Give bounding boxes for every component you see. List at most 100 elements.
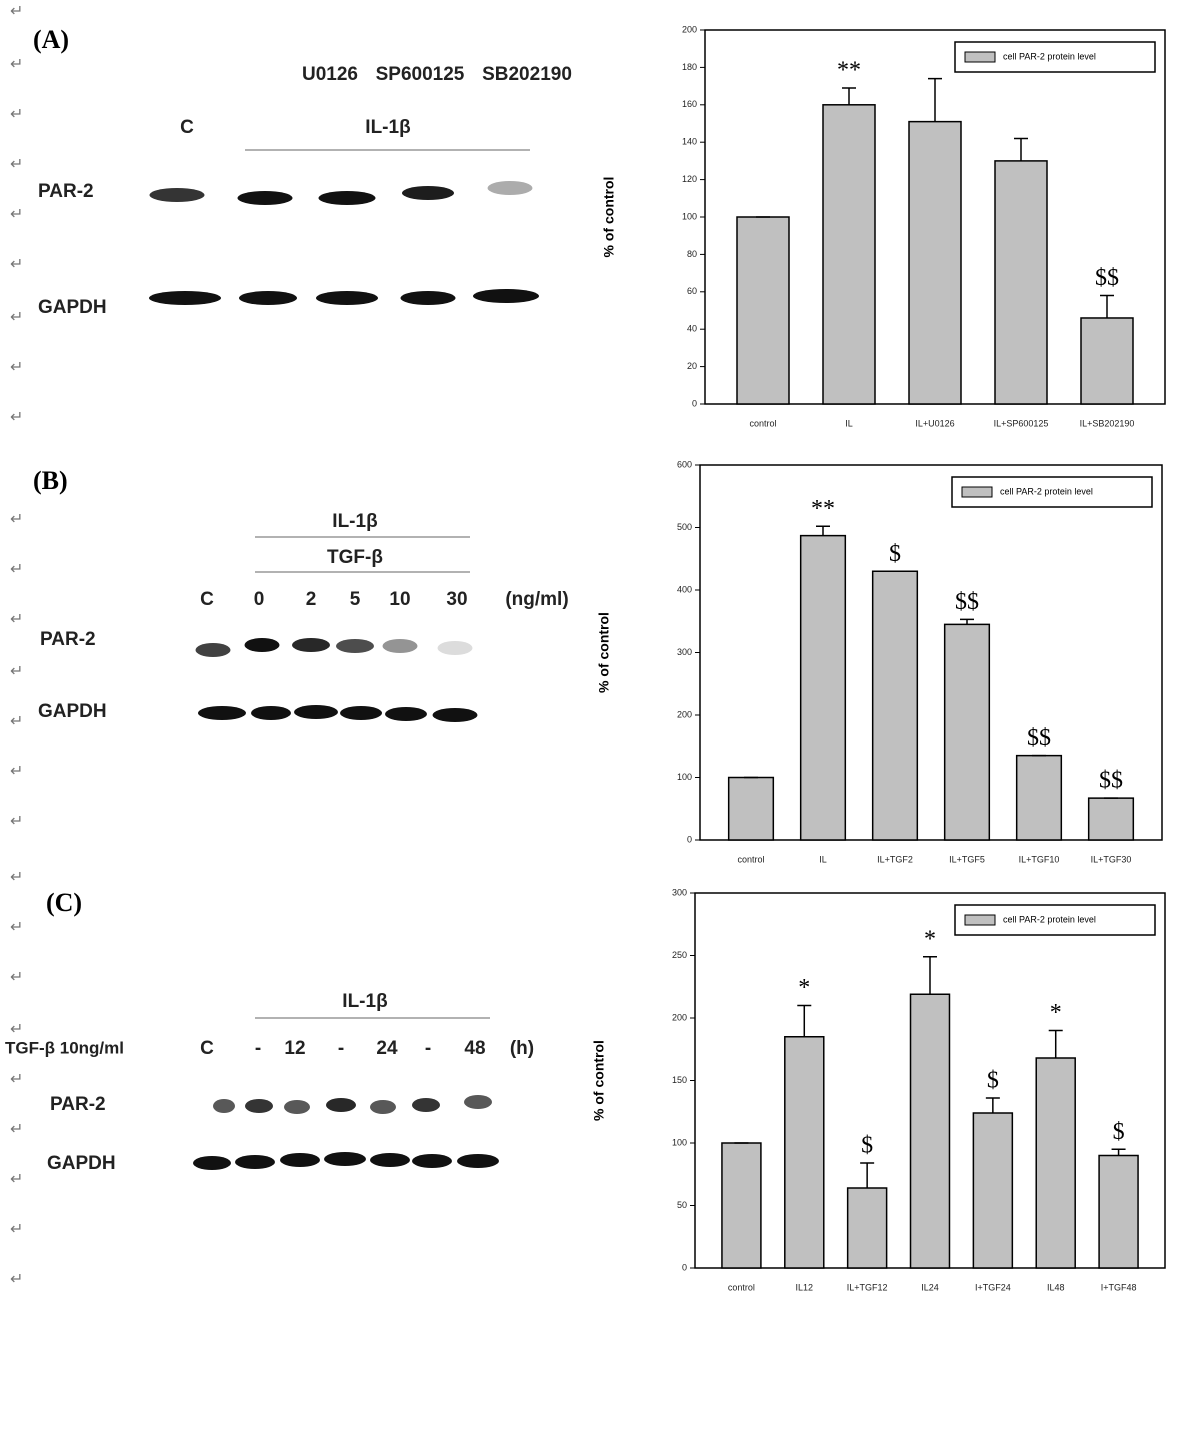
blot-band xyxy=(244,638,280,652)
blot-band xyxy=(382,639,418,653)
row-label: PAR-2 xyxy=(40,629,96,650)
blot-band xyxy=(402,186,454,200)
lane-label: - xyxy=(255,1038,261,1059)
paragraph-mark: ↵ xyxy=(10,611,23,628)
blot-band xyxy=(280,1153,320,1167)
blot-band xyxy=(324,1152,366,1166)
bar xyxy=(1087,797,1135,841)
unit-label: (ng/ml) xyxy=(505,589,568,610)
lane-label: C xyxy=(200,589,214,610)
paragraph-mark: ↵ xyxy=(10,1171,23,1188)
row-label: TGF-β 10ng/ml xyxy=(5,1038,124,1057)
blot-band xyxy=(400,291,456,305)
blot-band xyxy=(245,1099,273,1113)
error-bar xyxy=(1048,1029,1063,1058)
paragraph-mark: ↵ xyxy=(10,1071,23,1088)
bar xyxy=(822,104,876,405)
y-tick-label: 0 xyxy=(682,1262,687,1272)
blot-band xyxy=(198,706,246,720)
x-tick-label: IL+SB202190 xyxy=(1080,418,1135,428)
blot-band xyxy=(213,1099,235,1113)
chart: 0 20 40 60 80 100 120 140 160 180 200 % of control *… xyxy=(601,24,1166,428)
error-bar xyxy=(797,1004,812,1037)
paragraph-mark: ↵ xyxy=(10,156,23,173)
y-tick-label: 50 xyxy=(677,1200,687,1210)
paragraph-mark: ↵ xyxy=(10,56,23,73)
x-tick-label: I+TGF24 xyxy=(975,1282,1011,1292)
x-tick-label: IL xyxy=(845,418,853,428)
error-bar xyxy=(1014,137,1028,161)
paragraph-mark: ↵ xyxy=(10,1121,23,1138)
blot-band xyxy=(432,708,478,722)
y-tick-label: 300 xyxy=(677,647,692,657)
significance-label: ** xyxy=(837,57,861,83)
blot-c: (C) IL-1β TGF-β 10ng/ml C - 12 - 24 - 48… xyxy=(5,888,534,1174)
paragraph-mark: ↵ xyxy=(10,561,23,578)
lane-label: C xyxy=(180,117,194,138)
treatment: U0126 xyxy=(302,64,358,85)
x-tick-label: IL12 xyxy=(796,1282,814,1292)
bar xyxy=(908,120,962,405)
blot-band xyxy=(251,706,291,720)
panel-label: (A) xyxy=(33,25,69,54)
y-tick-label: 40 xyxy=(687,324,697,334)
y-axis-label: % of control xyxy=(601,177,617,258)
x-tick-label: IL24 xyxy=(921,1282,939,1292)
x-tick-label: IL48 xyxy=(1047,1282,1065,1292)
bar xyxy=(1015,754,1063,841)
y-tick-label: 600 xyxy=(677,459,692,469)
bar xyxy=(994,160,1048,405)
significance-label: $$ xyxy=(955,589,979,615)
legend-swatch xyxy=(961,486,993,498)
blot-band xyxy=(340,706,382,720)
row-label: GAPDH xyxy=(38,701,107,722)
blot-band xyxy=(385,707,427,721)
blot-band xyxy=(195,643,231,657)
blot-band xyxy=(235,1155,275,1169)
bar xyxy=(799,534,847,841)
blot-band xyxy=(487,181,533,195)
blot-a: (A) U0126 SP600125 SB202190 C IL-1β PAR-… xyxy=(33,25,572,318)
blot-band xyxy=(370,1153,410,1167)
x-tick-label: IL+TGF2 xyxy=(877,854,913,864)
paragraph-mark: ↵ xyxy=(10,663,23,680)
error-bar xyxy=(1100,294,1114,318)
blot-band xyxy=(292,638,330,652)
paragraph-mark: ↵ xyxy=(10,359,23,376)
treatment: SB202190 xyxy=(482,64,572,85)
blot-band xyxy=(437,641,473,655)
blot-band xyxy=(237,191,293,205)
bar xyxy=(846,1187,888,1269)
bar xyxy=(1098,1154,1139,1269)
blot-band xyxy=(412,1098,440,1112)
significance-label: $ xyxy=(987,1068,999,1094)
blot-band xyxy=(294,705,338,719)
y-tick-label: 200 xyxy=(682,24,697,34)
y-tick-label: 120 xyxy=(682,174,697,184)
group-label: IL-1β xyxy=(332,511,377,532)
significance-label: $ xyxy=(889,541,901,567)
panel-label: (C) xyxy=(46,888,82,917)
x-tick-label: IL+U0126 xyxy=(915,418,954,428)
bar xyxy=(1035,1057,1076,1269)
bar xyxy=(909,993,951,1269)
lane-label: 48 xyxy=(464,1038,485,1059)
lane-label: - xyxy=(425,1038,431,1059)
y-tick-label: 500 xyxy=(677,522,692,532)
paragraph-mark: ↵ xyxy=(10,1021,23,1038)
legend-swatch xyxy=(964,914,996,926)
legend-label: cell PAR-2 protein level xyxy=(1003,914,1096,924)
significance-label: ** xyxy=(811,496,835,522)
blot-band xyxy=(464,1095,492,1109)
group-label: TGF-β xyxy=(327,547,383,568)
blot-band xyxy=(370,1100,396,1114)
significance-label: $ xyxy=(861,1133,873,1159)
bar xyxy=(784,1036,825,1269)
blot-band xyxy=(149,188,205,202)
blot-band xyxy=(316,291,378,305)
paragraph-mark: ↵ xyxy=(10,309,23,326)
paragraph-mark: ↵ xyxy=(10,106,23,123)
error-bar xyxy=(985,1097,1000,1113)
